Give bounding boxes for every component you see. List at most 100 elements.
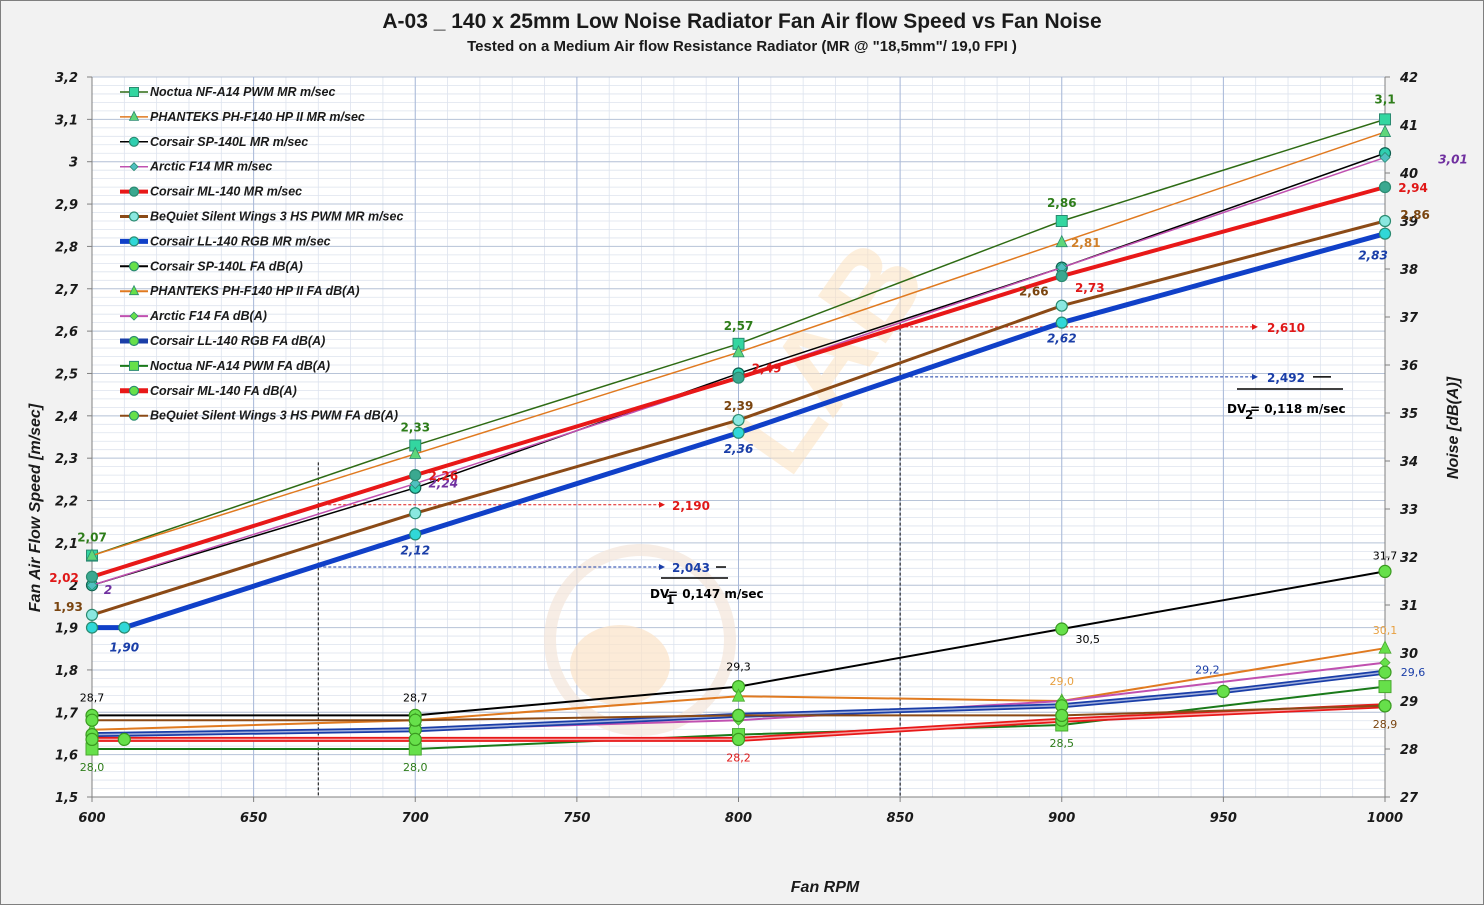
- dv2-subscript: 2: [1245, 408, 1253, 422]
- noise-data-label: 29,0: [1050, 675, 1075, 688]
- speed-data-point: [1378, 181, 1392, 194]
- speed-data-point: [85, 621, 99, 634]
- speed-data-label: 2,62: [1047, 332, 1077, 346]
- noise-data-label: 28,0: [403, 761, 428, 774]
- speed-data-label: 2,07: [77, 531, 107, 545]
- legend-item: Corsair SP-140L MR m/sec: [120, 135, 308, 149]
- speed-data-label: 2,57: [724, 319, 754, 333]
- noise-data-point: [1378, 699, 1392, 713]
- legend-swatch-marker: [129, 311, 139, 321]
- speed-data-label: 2,86: [1400, 208, 1430, 222]
- legend-swatch-marker: [128, 110, 140, 121]
- reference-value-red-1: 2,190: [672, 499, 710, 513]
- noise-data-label: 29,6: [1401, 666, 1426, 679]
- speed-data-label: 2,66: [1019, 285, 1049, 299]
- reference-arrow-blue-2-arrowhead: [1252, 373, 1258, 380]
- speed-data-point: [409, 469, 422, 482]
- legend-label: PHANTEKS PH-F140 HP II MR m/sec: [150, 110, 365, 124]
- dv1-value: = 0,147 m/sec: [668, 587, 764, 601]
- data-labels: 2,072,332,572,863,12,8122,243,012,022,26…: [49, 92, 1468, 774]
- legend-item: Noctua NF-A14 PWM MR m/sec: [120, 85, 335, 99]
- dv1-subscript: 1: [666, 593, 674, 607]
- speed-data-point: [409, 507, 422, 520]
- chart-title: A-03 _ 140 x 25mm Low Noise Radiator Fan…: [382, 10, 1102, 33]
- speed-data-label: 2,94: [1398, 181, 1428, 195]
- legend-item: PHANTEKS PH-F140 HP II MR m/sec: [120, 110, 365, 124]
- speed-data-label: 1,93: [53, 600, 83, 614]
- speed-data-point: [85, 570, 99, 583]
- y2-tick-label: 34: [1400, 455, 1418, 470]
- noise-data-point: [117, 732, 131, 747]
- dv1-label: DV: [650, 587, 670, 601]
- speed-data-point: [732, 413, 745, 427]
- speed-data-point: [409, 478, 421, 490]
- speed-data-point: [1055, 316, 1068, 329]
- legend-item: Arctic F14 FA dB(A): [120, 309, 267, 323]
- legend-item: Corsair SP-140L FA dB(A): [120, 259, 303, 273]
- noise-data-label: 28,9: [1373, 718, 1398, 731]
- noise-data-label: 29,2: [1195, 663, 1220, 676]
- legend-label: Noctua NF-A14 PWM FA dB(A): [150, 359, 330, 373]
- y2-tick-label: 30: [1400, 647, 1418, 662]
- legend-swatch-marker: [128, 410, 140, 421]
- legend-item: Corsair LL-140 RGB FA dB(A): [120, 334, 325, 348]
- y-tick-label: 2,2: [55, 495, 78, 510]
- legend-swatch-marker: [128, 284, 140, 296]
- speed-data-point: [1378, 227, 1392, 240]
- legend-label: BeQuiet Silent Wings 3 HS PWM MR m/sec: [150, 210, 403, 224]
- legend-item: Corsair LL-140 RGB MR m/sec: [120, 234, 331, 248]
- noise-data-point: [1378, 640, 1392, 654]
- watermark-blob: [570, 625, 670, 705]
- speed-data-point: [1378, 124, 1392, 137]
- legend-label: BeQuiet Silent Wings 3 HS PWM FA dB(A): [150, 409, 398, 423]
- speed-data-label: 2,49: [752, 362, 782, 376]
- legend-swatch-marker: [129, 87, 139, 97]
- legend-swatch-marker: [128, 211, 140, 222]
- series: [85, 113, 1392, 756]
- legend-label: Corsair SP-140L FA dB(A): [150, 259, 303, 273]
- legend-swatch-marker: [129, 162, 139, 172]
- legend-label: Arctic F14 FA dB(A): [149, 309, 267, 323]
- y-tick-label: 3,2: [55, 71, 78, 86]
- y-tick-label: 2,4: [55, 410, 78, 425]
- y-tick-label: 2,8: [55, 240, 78, 255]
- noise-data-point: [85, 732, 99, 747]
- y-tick-label: 2,7: [55, 283, 79, 298]
- speed-data-point: [1379, 113, 1391, 126]
- y2-tick-label: 40: [1399, 167, 1418, 182]
- y-tick-label: 2,3: [55, 452, 78, 467]
- x-tick-label: 650: [240, 811, 267, 826]
- speed-data-label: 2,33: [400, 420, 430, 434]
- legend-label: Corsair ML-140 FA dB(A): [150, 384, 297, 398]
- speed-data-label: 2,86: [1047, 196, 1077, 210]
- reference-arrow-red-1-arrowhead: [659, 501, 665, 508]
- y2-tick-label: 36: [1400, 359, 1418, 374]
- x-tick-label: 1000: [1367, 811, 1403, 826]
- noise-data-point: [408, 732, 422, 747]
- reference-arrow-red-2-arrowhead: [1252, 323, 1258, 330]
- speed-data-point: [85, 608, 99, 621]
- y2-tick-label: 31: [1400, 599, 1418, 614]
- legend: Noctua NF-A14 PWM MR m/sec PHANTEKS PH-F1…: [120, 85, 403, 423]
- legend-item: Corsair ML-140 MR m/sec: [120, 185, 302, 199]
- speed-data-label: 3,01: [1438, 152, 1468, 166]
- speed-data-label: 2,02: [49, 571, 79, 585]
- noise-data-point: [1216, 684, 1230, 699]
- legend-swatch-marker: [128, 335, 140, 347]
- legend-label: Corsair SP-140L MR m/sec: [150, 135, 308, 149]
- speed-data-label: 2,36: [724, 442, 754, 456]
- x-tick-label: 750: [563, 811, 590, 826]
- speed-data-label: 3,1: [1374, 92, 1395, 106]
- y2-tick-label: 27: [1400, 791, 1419, 806]
- x-tick-label: 700: [402, 811, 429, 826]
- y2-tick-label: 38: [1400, 263, 1418, 278]
- y-tick-label: 2,6: [55, 325, 78, 340]
- speed-data-label: 2,39: [724, 399, 754, 413]
- reference-arrow-blue-1-arrowhead: [659, 564, 665, 571]
- speed-data-label: 2,83: [1358, 249, 1388, 263]
- x-axis-label: Fan RPM: [791, 879, 860, 896]
- reference-value-blue-2: 2,492: [1267, 371, 1305, 385]
- noise-data-label: 31,7: [1373, 549, 1398, 562]
- speed-data-label: 2,73: [1075, 281, 1105, 295]
- legend-label: Arctic F14 MR m/sec: [149, 160, 272, 174]
